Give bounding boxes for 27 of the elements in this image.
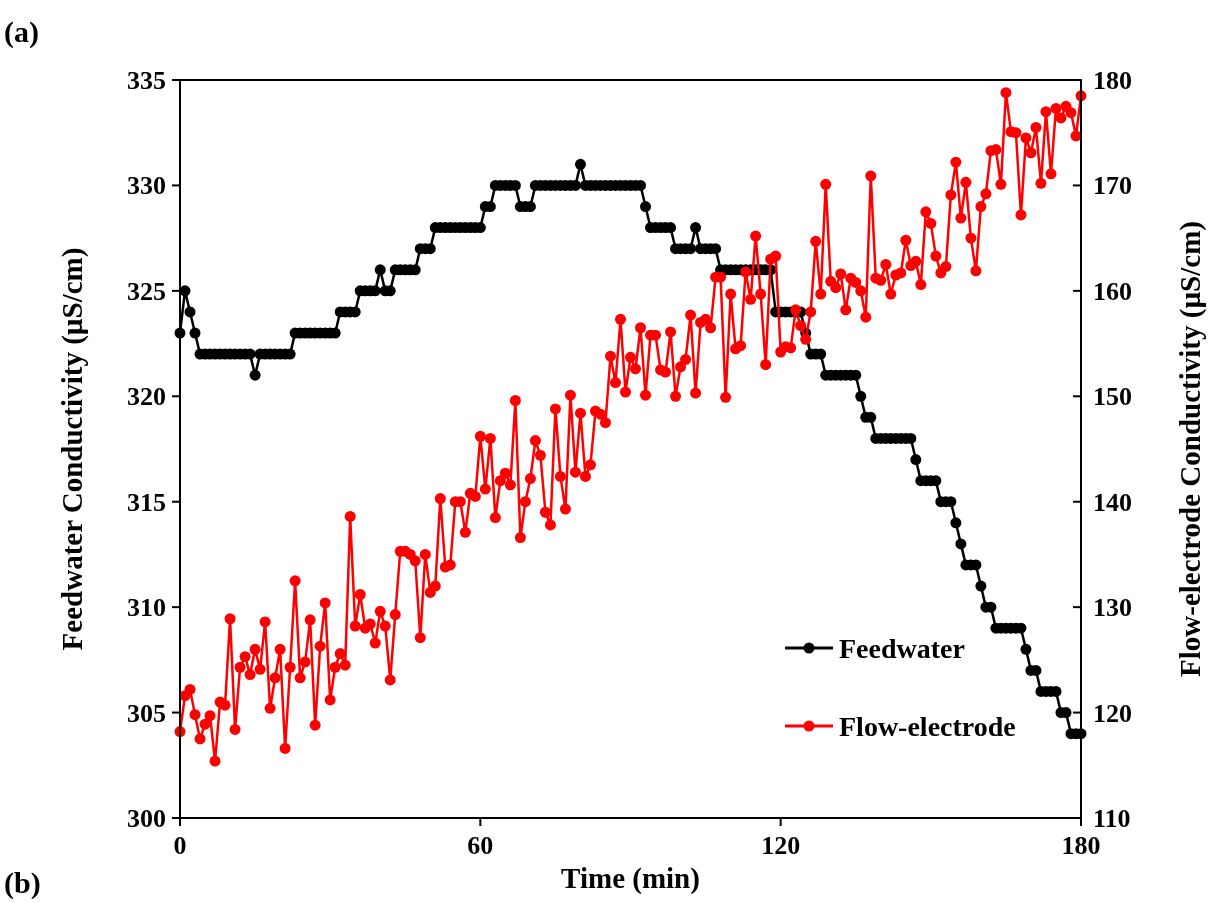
y-axis-title: Feedwater Conductivity (µS/cm) — [56, 247, 89, 651]
y-tick-label: 325 — [127, 276, 166, 306]
y2-axis-title: Flow-electrode Conductivity (µS/cm) — [1174, 221, 1207, 677]
y-tick-label: 305 — [127, 698, 166, 728]
y-tick-label: 310 — [127, 593, 166, 623]
y-tick-label: 315 — [127, 487, 166, 517]
legend-label: Flow-electrode — [839, 711, 1016, 742]
y-tick-label: 300 — [127, 804, 166, 833]
y2-tick-label: 140 — [1093, 487, 1132, 517]
x-tick-label: 60 — [467, 831, 494, 860]
y2-tick-label: 160 — [1093, 276, 1132, 306]
y2-tick-label: 170 — [1093, 171, 1132, 201]
y2-tick-label: 180 — [1093, 66, 1132, 95]
x-axis-title: Time (min) — [561, 862, 700, 895]
y-tick-label: 330 — [127, 171, 166, 201]
legend-label: Feedwater — [839, 633, 965, 664]
x-tick-label: 120 — [761, 831, 801, 860]
y2-tick-label: 130 — [1093, 593, 1132, 623]
y2-tick-label: 120 — [1093, 698, 1132, 728]
text: (b) — [4, 866, 41, 900]
y2-tick-label: 110 — [1093, 804, 1131, 833]
y-tick-label: 335 — [127, 66, 166, 95]
x-tick-label: 180 — [1061, 831, 1101, 860]
text: (a) — [4, 15, 39, 49]
y-tick-label: 320 — [127, 382, 166, 412]
x-tick-label: 0 — [173, 831, 187, 860]
y2-tick-label: 150 — [1093, 382, 1132, 412]
